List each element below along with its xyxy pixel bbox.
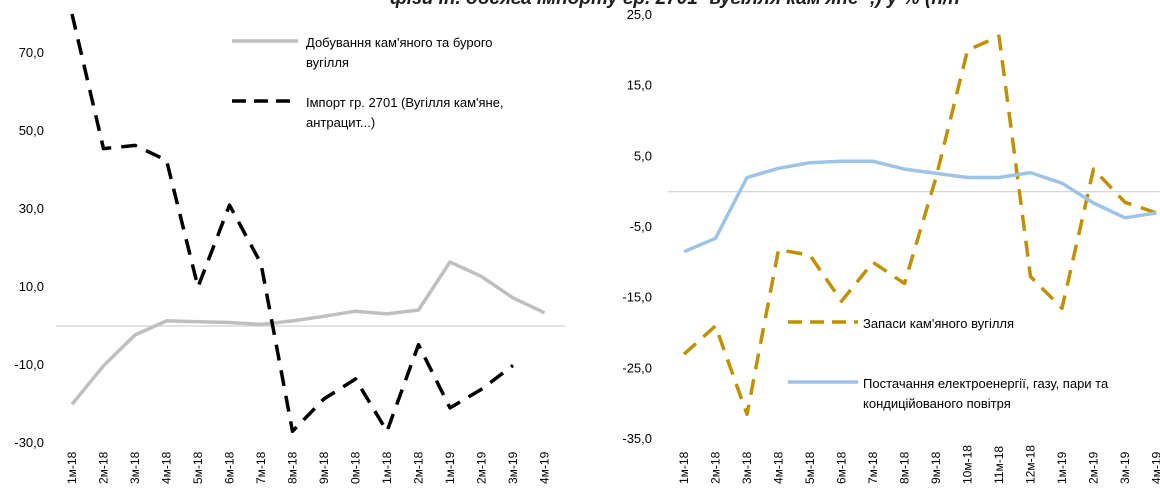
y-tick-label: -35,0 <box>622 431 652 446</box>
x-tick-label: 12м-18 <box>1024 445 1038 484</box>
x-tick-label: 1м-19 <box>1055 451 1069 484</box>
y-tick-label: -25,0 <box>622 360 652 375</box>
x-tick-label: 9м-18 <box>929 451 943 484</box>
x-tick-label: 5м-18 <box>191 451 205 484</box>
legend-label: Запаси кам'яного вугілля <box>863 316 1014 331</box>
legend-label: Добування кам'яного та бурого вугілля <box>306 35 493 70</box>
x-tick-label: 4м-19 <box>538 451 552 484</box>
series-line-1 <box>682 34 1158 417</box>
x-tick-label: 8м-18 <box>286 451 300 484</box>
x-tick-label: 1м-19 <box>443 451 457 484</box>
y-tick-label: 70,0 <box>19 45 44 60</box>
x-tick-label: 1м-18 <box>677 451 691 484</box>
x-tick-label: 2м-18 <box>709 451 723 484</box>
y-tick-label: -10,0 <box>14 357 44 372</box>
x-tick-label: 4м-18 <box>772 451 786 484</box>
y-tick-label: 50,0 <box>19 123 44 138</box>
y-tick-label: 15,0 <box>627 78 652 93</box>
x-tick-label: 1м-18 <box>65 451 79 484</box>
x-tick-label: 7м-18 <box>254 451 268 484</box>
page-title: фізи ін. обсяга імпорту гр. 2701 -вугілл… <box>390 0 960 10</box>
x-tick-label: 6м-18 <box>223 451 237 484</box>
y-tick-label: 25,0 <box>627 7 652 22</box>
x-tick-label: 3м-18 <box>128 451 142 484</box>
x-tick-label: 10м-18 <box>961 445 975 484</box>
x-tick-label: 2м-19 <box>1087 451 1101 484</box>
x-tick-label: 6м-18 <box>835 451 849 484</box>
x-tick-label: 1м-18 <box>380 451 394 484</box>
x-tick-label: 2м-18 <box>412 451 426 484</box>
x-tick-label: 2м-18 <box>97 451 111 484</box>
x-tick-label: 3м-19 <box>506 451 520 484</box>
x-tick-label: 4м-18 <box>160 451 174 484</box>
x-tick-label: 0м-18 <box>349 451 363 484</box>
x-tick-label: 3м-19 <box>1118 451 1132 484</box>
y-tick-label: -15,0 <box>622 290 652 305</box>
y-tick-label: -5,0 <box>630 219 652 234</box>
x-tick-label: 2м-19 <box>475 451 489 484</box>
x-tick-label: 3м-18 <box>740 451 754 484</box>
chart-1: -30,0 -10,0 10,0 30,0 50,0 70,0 1м-18 2м-18 3м-1… <box>14 13 565 484</box>
y-tick-label: 10,0 <box>19 279 44 294</box>
series-line-1 <box>70 260 546 406</box>
series-line-2 <box>70 13 515 434</box>
x-tick-label: 11м-18 <box>992 446 1006 484</box>
x-tick-label: 4м-19 <box>1150 451 1160 484</box>
y-tick-label: -30,0 <box>14 435 44 450</box>
y-tick-label: 5,0 <box>634 148 652 163</box>
chart-2: -35,0 -25,0 -15,0 -5,0 5,0 15,0 25,0 1м-18 2м-18… <box>622 7 1160 484</box>
x-tick-label: 8м-18 <box>898 451 912 484</box>
series-line-2 <box>683 159 1157 254</box>
x-tick-label: 7м-18 <box>866 451 880 484</box>
x-tick-label: 5м-18 <box>803 451 817 484</box>
x-tick-label: 9м-18 <box>317 451 331 484</box>
legend-label: Імпорт гр. 2701 (Вугілля кам'яне, антраци… <box>306 95 504 130</box>
legend-label: Постачання електроенергії, газу, пари та… <box>863 376 1109 411</box>
y-tick-label: 30,0 <box>19 201 44 216</box>
